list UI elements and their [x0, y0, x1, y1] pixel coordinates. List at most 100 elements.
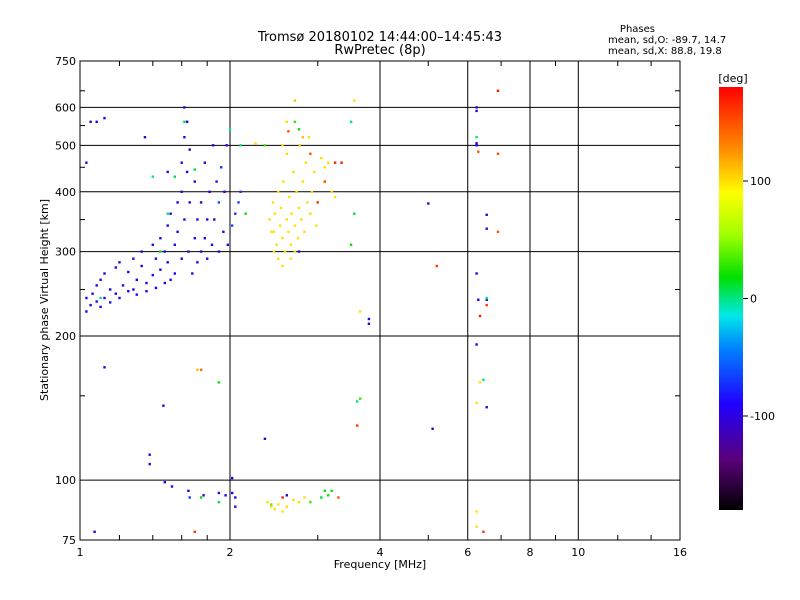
x-tick-label: 16 — [673, 546, 687, 559]
data-point — [303, 496, 306, 499]
data-point — [309, 500, 312, 504]
data-point — [287, 230, 290, 233]
phases-info-x: mean, sd,X: 88.8, 19.8 — [608, 46, 722, 57]
data-points — [85, 89, 500, 533]
data-point — [166, 212, 169, 215]
data-point — [203, 161, 206, 164]
data-point — [285, 505, 288, 508]
data-point — [211, 144, 215, 147]
data-point — [224, 494, 227, 497]
data-point — [169, 212, 172, 215]
plot-frame — [79, 60, 681, 541]
colorbar — [719, 87, 743, 510]
data-point — [231, 476, 234, 480]
data-point — [293, 224, 297, 227]
data-point — [210, 243, 214, 246]
data-point — [289, 243, 293, 246]
data-point — [270, 505, 273, 508]
x-axis-label: Frequency [MHz] — [334, 558, 426, 571]
data-point — [282, 180, 285, 183]
y-tick-label: 500 — [55, 139, 76, 152]
data-point — [475, 401, 478, 405]
data-point — [292, 498, 295, 501]
data-point — [215, 180, 218, 183]
data-point — [185, 170, 189, 174]
data-point — [95, 284, 98, 287]
data-point — [309, 152, 312, 155]
x-tick-label: 1 — [77, 546, 84, 559]
data-point — [99, 278, 102, 281]
data-point — [231, 491, 234, 495]
data-point — [193, 180, 196, 183]
data-point — [281, 144, 284, 147]
data-point — [359, 397, 362, 400]
data-point — [114, 266, 117, 269]
data-point — [183, 136, 186, 139]
data-point — [300, 218, 303, 221]
data-point — [482, 378, 485, 381]
data-point — [266, 500, 269, 504]
data-point — [151, 273, 154, 277]
phases-info-o: mean, sd,O: -89.7, 14.7 — [608, 35, 726, 46]
x-tick-label: 4 — [377, 546, 384, 559]
data-point — [285, 120, 288, 123]
data-point — [290, 212, 293, 215]
x-tick-label: 6 — [464, 546, 471, 559]
data-point — [199, 250, 203, 253]
data-point — [333, 161, 337, 164]
data-point — [89, 120, 92, 123]
data-point — [275, 243, 278, 246]
data-point — [193, 168, 196, 171]
data-point — [279, 206, 283, 210]
data-point — [173, 243, 176, 246]
data-point — [278, 224, 282, 227]
data-point — [356, 424, 359, 427]
data-point — [320, 157, 323, 160]
data-point — [135, 293, 138, 296]
data-point — [475, 106, 478, 109]
y-tick-label: 300 — [55, 246, 76, 259]
data-point — [85, 296, 88, 300]
data-point — [118, 261, 121, 264]
y-tick-label: 100 — [55, 474, 76, 487]
data-point — [159, 250, 162, 253]
x-tick-label: 10 — [571, 546, 585, 559]
data-point — [475, 343, 478, 346]
data-point — [272, 230, 276, 233]
data-point — [183, 106, 186, 109]
data-point — [353, 99, 356, 102]
data-point — [435, 264, 438, 268]
y-tick-label: 200 — [55, 330, 76, 343]
data-point — [295, 190, 298, 193]
data-point — [263, 144, 267, 147]
y-tick-label: 750 — [55, 55, 76, 68]
data-point — [114, 292, 117, 295]
data-point — [143, 136, 147, 139]
data-point — [273, 507, 276, 511]
data-point — [244, 212, 247, 215]
data-point — [222, 230, 225, 233]
data-point — [281, 237, 284, 240]
data-point — [132, 257, 135, 260]
data-point — [103, 296, 106, 300]
data-point — [99, 296, 102, 300]
y-axis-ticks: 75 100 200 300 400 500 600 750 — [55, 55, 680, 547]
data-point — [223, 190, 226, 193]
data-point — [220, 166, 223, 169]
data-point — [320, 496, 323, 499]
x-tick-label: 2 — [227, 546, 234, 559]
data-point — [202, 494, 205, 497]
data-point — [163, 250, 166, 253]
colorbar-tick-label: -100 — [750, 410, 775, 423]
data-point — [288, 195, 291, 199]
data-point — [89, 303, 92, 307]
data-point — [297, 206, 301, 210]
data-point — [293, 99, 297, 102]
data-point — [281, 264, 284, 268]
data-point — [217, 381, 221, 384]
data-point — [277, 190, 280, 193]
data-point — [99, 305, 102, 309]
data-point — [166, 224, 169, 227]
data-point — [151, 175, 154, 178]
data-point — [333, 195, 337, 199]
